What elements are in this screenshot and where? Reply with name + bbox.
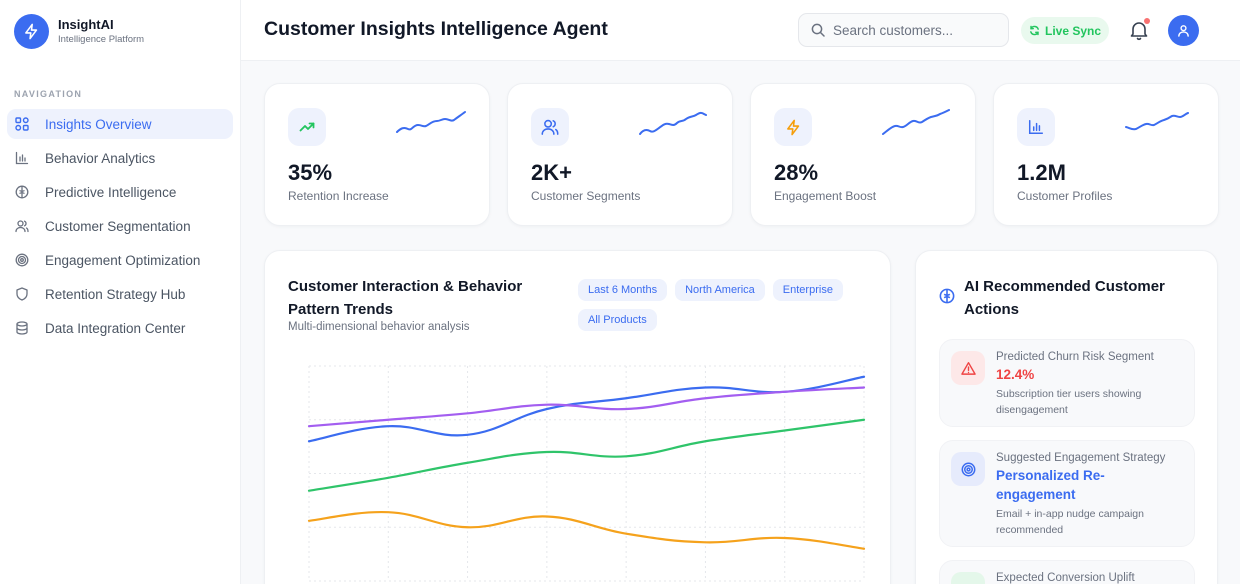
user-icon	[1178, 25, 1189, 37]
search-input[interactable]	[833, 22, 993, 38]
users-icon	[15, 219, 29, 233]
filter-chip-products[interactable]: All Products	[578, 309, 657, 331]
recommendation-label: Expected Conversion Uplift	[996, 572, 1135, 584]
search-icon	[811, 23, 825, 37]
filter-chip-time-range[interactable]: Last 6 Months	[578, 279, 668, 301]
stat-label: Customer Profiles	[1017, 189, 1113, 203]
sidebar-item-engagement-optimization[interactable]: Engagement Optimization	[7, 245, 233, 275]
sidebar-item-label: Data Integration Center	[45, 320, 186, 336]
recommendation-label: Predicted Churn Risk Segment	[996, 351, 1154, 363]
target-icon	[15, 253, 29, 267]
search-box[interactable]	[798, 13, 1009, 47]
recommendations-title: AI Recommended Customer Actions	[964, 278, 1165, 318]
sidebar-nav: Insights Overview Behavior Analytics Pre…	[7, 109, 233, 347]
trending-up-icon	[951, 572, 985, 584]
sparkline	[1125, 112, 1189, 131]
recommendation-description: Email + in-app nudge campaign recommende…	[996, 508, 1144, 536]
bell-icon	[1130, 22, 1148, 41]
notifications-button[interactable]	[1127, 18, 1151, 42]
users-icon	[531, 108, 569, 146]
behavior-trends-card: Customer Interaction & Behavior Pattern …	[264, 250, 891, 584]
bar-chart-icon	[1017, 108, 1055, 146]
zap-icon	[774, 108, 812, 146]
chart-series-line[interactable]	[307, 386, 866, 428]
stat-label: Retention Increase	[288, 189, 389, 203]
live-sync-label: Live Sync	[1044, 23, 1102, 38]
recommendation-churn-risk[interactable]: Predicted Churn Risk Segment 12.4% Subsc…	[939, 339, 1195, 427]
sidebar-item-predictive-intelligence[interactable]: Predictive Intelligence	[7, 177, 233, 207]
sidebar-item-data-integration-center[interactable]: Data Integration Center	[7, 313, 233, 343]
recommendation-engagement-strategy[interactable]: Suggested Engagement Strategy Personaliz…	[939, 440, 1195, 547]
sidebar-item-insights-overview[interactable]: Insights Overview	[7, 109, 233, 139]
zap-icon	[25, 23, 38, 40]
sidebar-item-customer-segmentation[interactable]: Customer Segmentation	[7, 211, 233, 241]
sidebar-item-behavior-analytics[interactable]: Behavior Analytics	[7, 143, 233, 173]
sidebar-item-label: Insights Overview	[45, 116, 152, 132]
stat-card-engagement[interactable]: 28% Engagement Boost	[750, 83, 976, 226]
live-sync-badge[interactable]: Live Sync	[1021, 17, 1109, 44]
refresh-icon	[1029, 25, 1040, 36]
sidebar-item-label: Predictive Intelligence	[45, 184, 177, 200]
ai-recommendations-card: AI Recommended Customer Actions Predicte…	[915, 250, 1218, 584]
stat-value: 2K+	[531, 160, 572, 185]
filter-chip-tier[interactable]: Enterprise	[772, 279, 843, 301]
recommendation-value: Personalized Re-engagement	[996, 468, 1105, 502]
chart-series-line[interactable]	[307, 418, 866, 492]
sidebar-item-label: Retention Strategy Hub	[45, 286, 186, 302]
notification-dot	[1144, 18, 1150, 24]
sidebar-item-label: Customer Segmentation	[45, 218, 191, 234]
stat-card-segments[interactable]: 2K+ Customer Segments	[507, 83, 733, 226]
sparkline	[639, 111, 707, 135]
top-header: Customer Insights Intelligence Agent Liv…	[241, 0, 1240, 61]
target-icon	[951, 452, 985, 486]
shield-icon	[15, 287, 29, 301]
recommendation-label: Suggested Engagement Strategy	[996, 452, 1166, 464]
sidebar: InsightAI Intelligence Platform NAVIGATI…	[0, 0, 241, 584]
brand-subtitle: Intelligence Platform	[58, 33, 145, 45]
stat-value: 35%	[288, 160, 333, 185]
chart-series-line[interactable]	[307, 510, 866, 550]
sparkline	[396, 111, 466, 133]
alert-triangle-icon	[951, 351, 985, 385]
recommendation-description: Subscription tier users showing disengag…	[996, 388, 1142, 416]
stat-card-profiles[interactable]: 1.2M Customer Profiles	[993, 83, 1219, 226]
sparkline	[882, 109, 950, 135]
stat-card-retention[interactable]: 35% Retention Increase	[264, 83, 490, 226]
filter-chip-region[interactable]: North America	[675, 279, 765, 301]
recommendation-conversion-uplift[interactable]: Expected Conversion Uplift	[939, 560, 1195, 584]
brain-icon	[15, 185, 29, 199]
trending-up-icon	[288, 108, 326, 146]
recommendation-value: 12.4%	[996, 367, 1035, 382]
chart-subtitle: Multi-dimensional behavior analysis	[288, 321, 470, 333]
page-title: Customer Insights Intelligence Agent	[264, 18, 608, 40]
brain-icon	[939, 288, 955, 309]
grid-icon	[15, 117, 29, 131]
filter-chips: Last 6 Months North America Enterprise A…	[578, 279, 868, 331]
stat-label: Customer Segments	[531, 189, 641, 203]
bar-chart-icon	[15, 151, 29, 165]
database-icon	[15, 321, 29, 335]
stat-value: 28%	[774, 160, 819, 185]
chart-title: Customer Interaction & Behavior Pattern …	[288, 278, 523, 318]
nav-section-label: NAVIGATION	[14, 89, 83, 99]
sidebar-item-retention-strategy-hub[interactable]: Retention Strategy Hub	[7, 279, 233, 309]
brand-name: InsightAI	[58, 16, 114, 32]
brand[interactable]: InsightAI Intelligence Platform	[14, 14, 144, 49]
sidebar-item-label: Engagement Optimization	[45, 252, 201, 268]
stat-value: 1.2M	[1017, 160, 1066, 185]
user-avatar[interactable]	[1168, 15, 1199, 46]
sidebar-item-label: Behavior Analytics	[45, 150, 156, 166]
brand-logo	[14, 14, 49, 49]
stat-label: Engagement Boost	[774, 189, 877, 203]
stats-row: 35% Retention Increase 2K+ Customer Segm…	[264, 83, 1219, 226]
line-chart: 0255075100	[307, 365, 866, 582]
